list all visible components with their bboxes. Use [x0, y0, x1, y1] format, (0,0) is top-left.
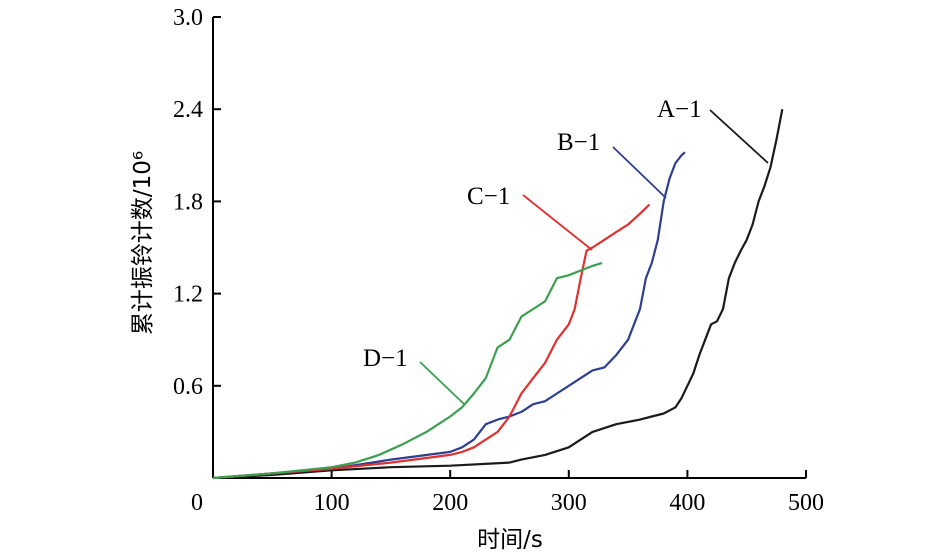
- y-tick-label: 2.4: [173, 97, 203, 123]
- y-axis-title: 累计振铃计数/10⁶: [130, 151, 156, 335]
- x-axis-title: 时间/s: [477, 527, 543, 553]
- leader-line-c1: [522, 194, 593, 251]
- x-tick-label: 200: [432, 490, 468, 516]
- series-line-a1: [212, 108, 784, 480]
- series-label-c1: C−1: [467, 183, 510, 210]
- series-labels: A−1 B−1 C−1 D−1: [363, 96, 769, 405]
- x-tick-label: 400: [669, 490, 705, 516]
- series-layer: [212, 108, 784, 480]
- y-tick-label: 1.8: [173, 189, 203, 215]
- axes: 0 100 200 300 400 500 0.6 1.2 1.8 2.4 3.0: [173, 5, 824, 516]
- x-tick-label: 100: [314, 490, 350, 516]
- y-tick-label: 0.6: [173, 374, 203, 400]
- x-tick-label: 500: [788, 490, 824, 516]
- series-label-d1: D−1: [363, 345, 408, 372]
- series-line-c1: [212, 203, 651, 480]
- y-tick-label: 1.2: [173, 282, 203, 308]
- leader-line-a1: [709, 109, 769, 164]
- x-tick-label: 300: [551, 490, 587, 516]
- x-tick-label: 0: [191, 490, 203, 516]
- series-line-d1: [212, 261, 603, 480]
- y-tick-label: 3.0: [173, 5, 203, 31]
- leader-line-d1: [419, 361, 465, 405]
- leader-line-b1: [612, 146, 667, 199]
- series-line-b1: [212, 151, 686, 480]
- series-label-a1: A−1: [657, 96, 702, 123]
- series-label-b1: B−1: [557, 129, 600, 156]
